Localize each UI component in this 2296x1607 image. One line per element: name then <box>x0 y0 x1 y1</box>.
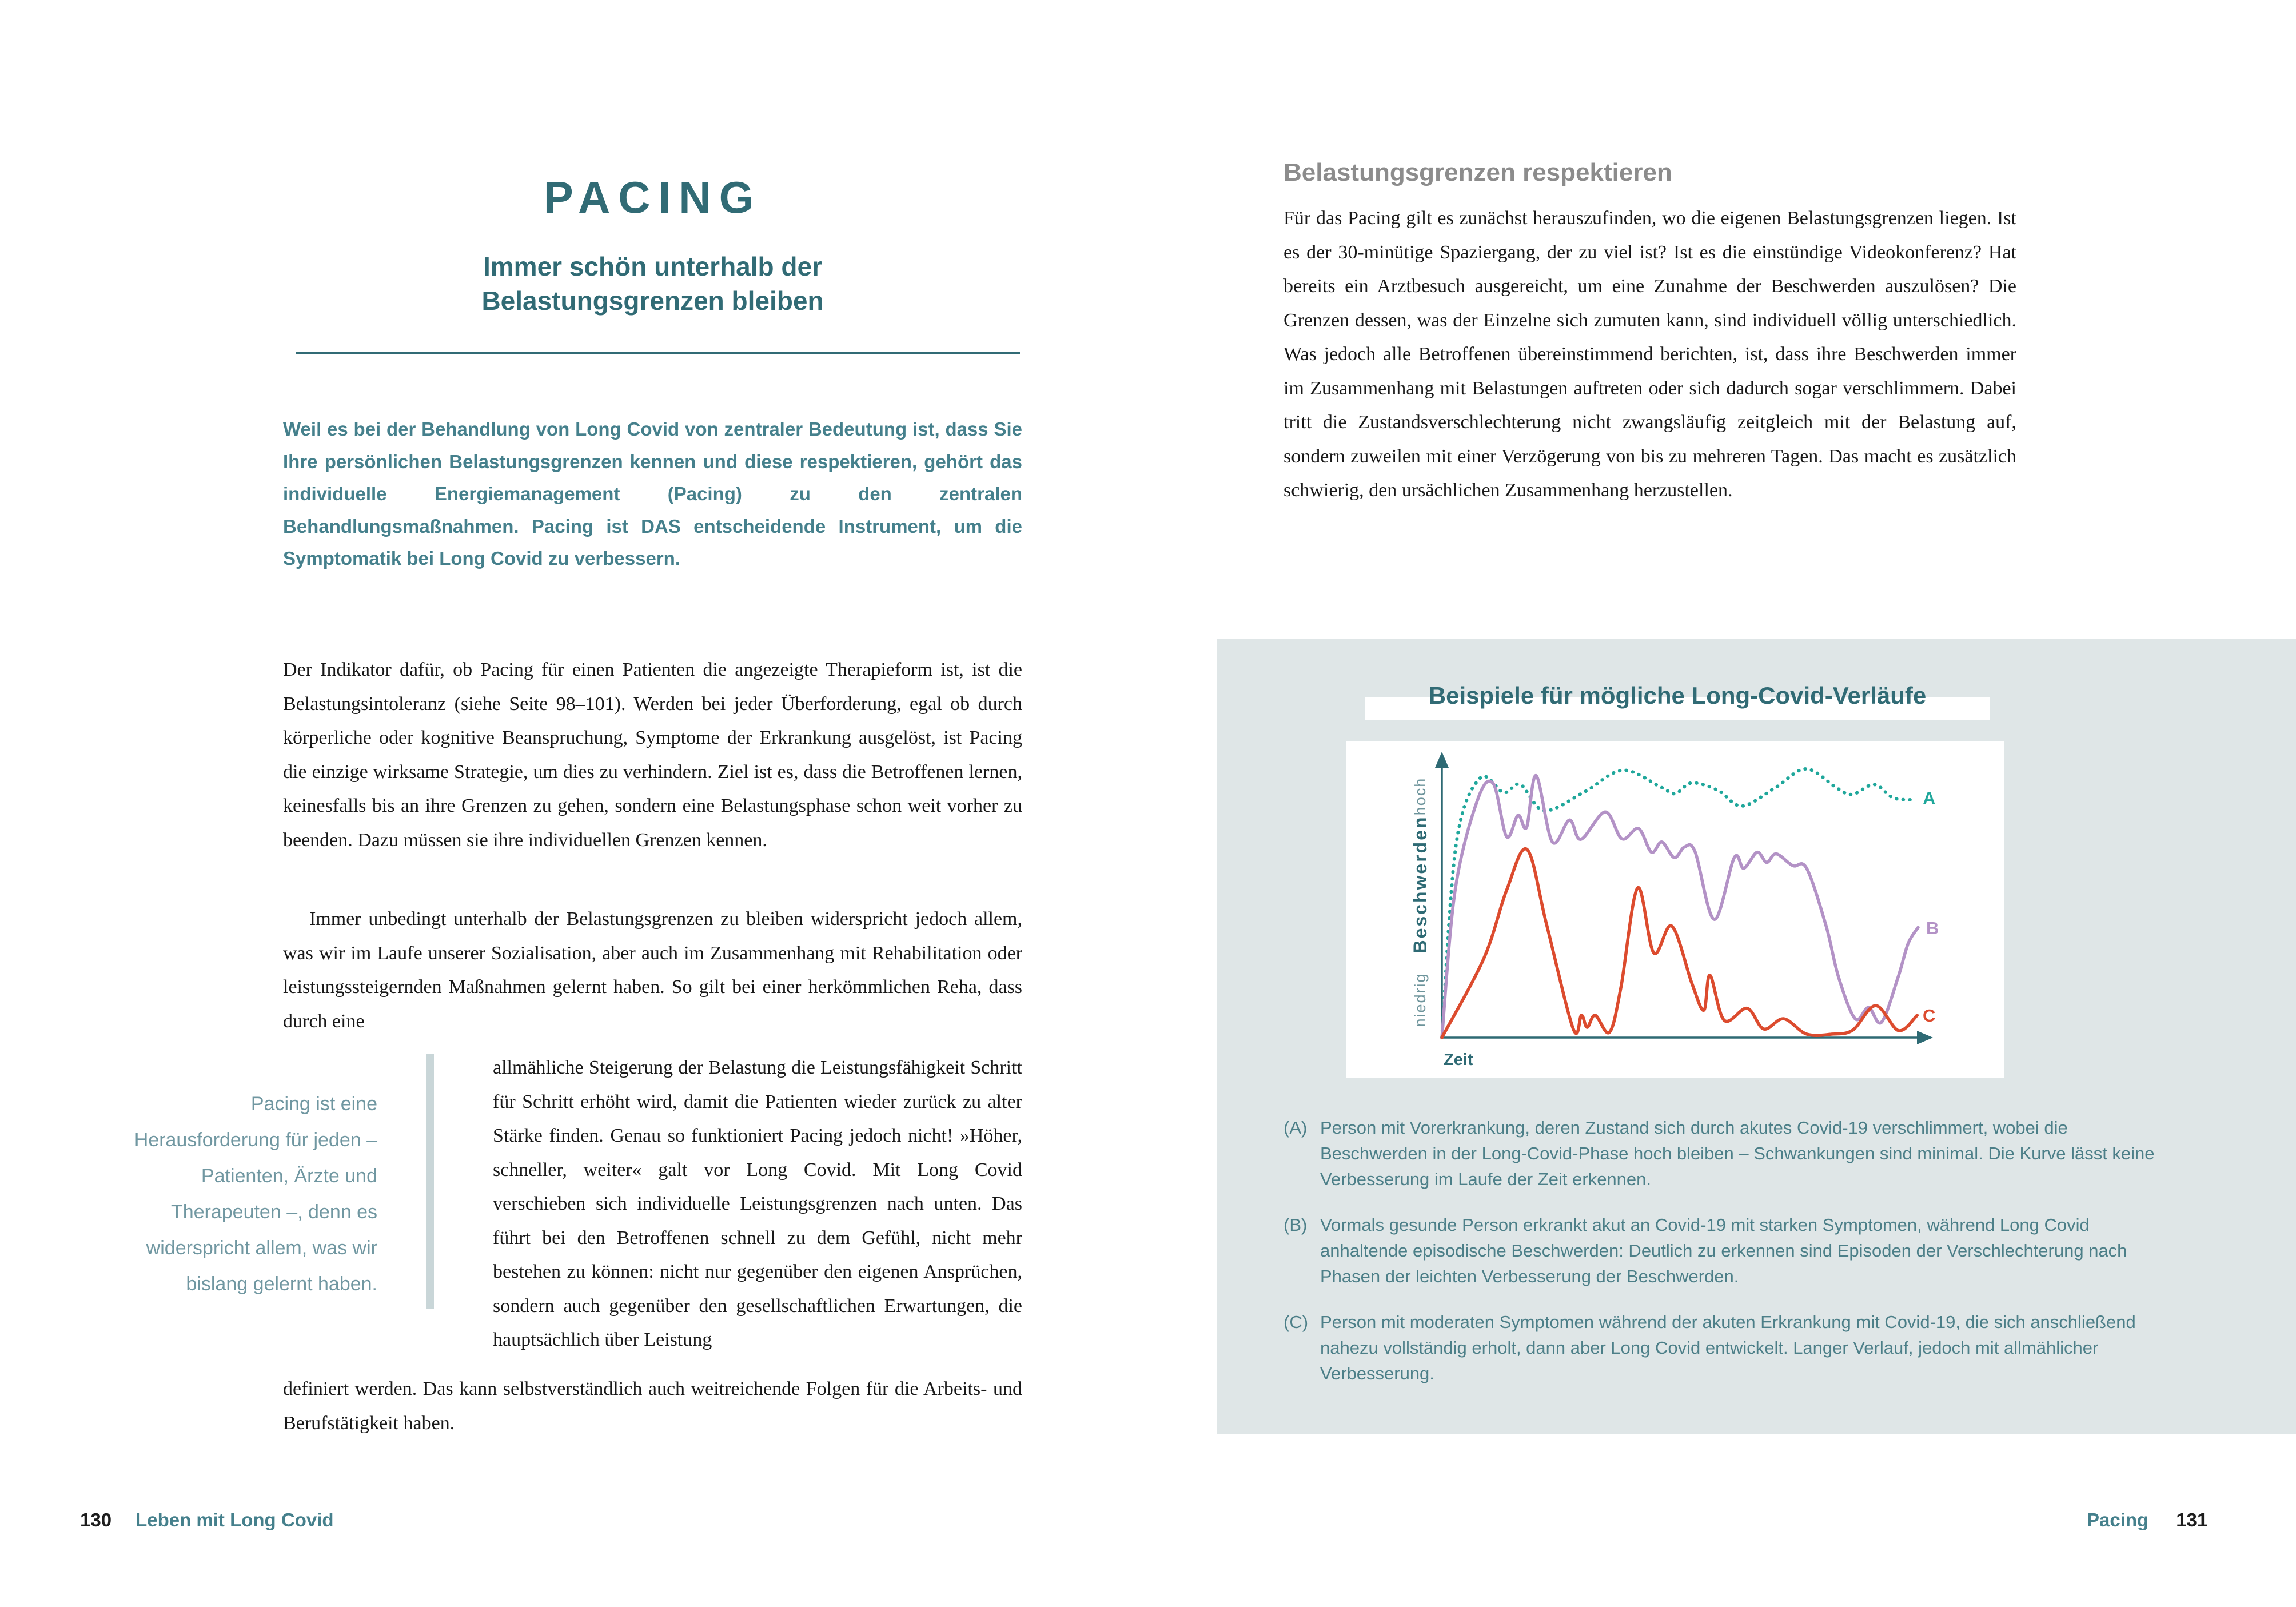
curve-c <box>1440 847 1919 1039</box>
info-panel-title: Beispiele für mögliche Long-Covid-Verläu… <box>1428 682 1927 709</box>
chapter-subtitle: Immer schön unterhalb der Belastungsgren… <box>283 249 1022 318</box>
caption-c: (C) Person mit moderaten Symptomen währe… <box>1283 1309 2174 1386</box>
caption-c-text: Person mit moderaten Symptomen während d… <box>1320 1312 2136 1383</box>
curve-b <box>1440 774 1920 1039</box>
body-paragraph-2-start: Immer unbedingt unterhalb der Belastungs… <box>283 908 1022 1032</box>
curve-label-c: C <box>1923 1006 1935 1026</box>
caption-b-text: Vormals gesunde Person erkrankt akut an … <box>1320 1215 2127 1286</box>
chapter-subtitle-line2: Belastungsgrenzen bleiben <box>481 286 824 316</box>
y-axis-label-niedrig: niedrig <box>1412 972 1429 1027</box>
page-number-left: 130 <box>80 1509 112 1530</box>
x-axis-title: Zeit <box>1444 1051 1473 1069</box>
divider-rule <box>296 352 1020 354</box>
footer-right: Pacing 131 <box>2087 1509 2207 1531</box>
caption-a-text: Person mit Vorerkrankung, deren Zustand … <box>1320 1118 2155 1189</box>
caption-b: (B) Vormals gesunde Person erkrankt akut… <box>1283 1212 2174 1289</box>
chapter-subtitle-line1: Immer schön unterhalb der <box>483 252 822 282</box>
long-covid-chart-svg: hoch Beschwerden niedrig Zeit A B C <box>1410 752 1939 1069</box>
y-axis-title: Beschwerden <box>1410 815 1430 953</box>
caption-a-marker: (A) <box>1283 1118 1308 1138</box>
footer-left: 130 Leben mit Long Covid <box>80 1509 334 1531</box>
curve-a <box>1440 767 1918 1039</box>
pull-quote: Pacing ist eine Herausforderung für jede… <box>134 1093 377 1295</box>
caption-b-marker: (B) <box>1283 1215 1308 1235</box>
body-paragraph-2-end: definiert werden. Das kann selbstverstän… <box>283 1378 1022 1434</box>
caption-a: (A) Person mit Vorerkrankung, deren Zust… <box>1283 1115 2174 1192</box>
body-paragraph-right: Für das Pacing gilt es zunächst herauszu… <box>1283 208 2016 501</box>
y-axis-arrowhead <box>1435 752 1449 768</box>
caption-c-marker: (C) <box>1283 1312 1309 1332</box>
x-axis-arrowhead <box>1917 1031 1933 1044</box>
running-title-right: Pacing <box>2087 1509 2149 1530</box>
body-paragraph-2-wrapped: allmähliche Steigerung der Belastung die… <box>493 1057 1022 1350</box>
running-title-left: Leben mit Long Covid <box>135 1509 334 1530</box>
long-covid-chart: hoch Beschwerden niedrig Zeit A B C <box>1346 741 2004 1078</box>
curve-label-a: A <box>1923 788 1935 808</box>
y-axis-label-hoch: hoch <box>1412 777 1429 816</box>
curve-label-b: B <box>1926 918 1939 938</box>
section-heading: Belastungsgrenzen respektieren <box>1283 158 1672 186</box>
info-panel-title-band <box>1365 697 1990 720</box>
page-number-right: 131 <box>2176 1509 2208 1530</box>
chapter-title: PACING <box>543 172 762 223</box>
intro-paragraph: Weil es bei der Behandlung von Long Covi… <box>283 418 1022 569</box>
pull-quote-bar <box>426 1054 434 1309</box>
body-paragraph-1: Der Indikator dafür, ob Pacing für einen… <box>283 659 1022 851</box>
